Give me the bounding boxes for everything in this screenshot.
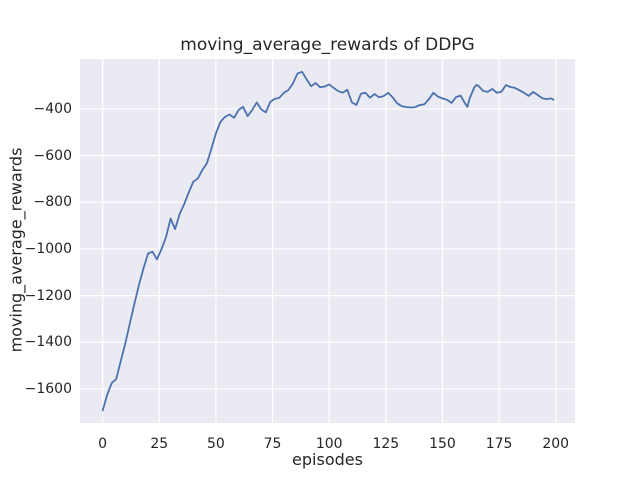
chart-title: moving_average_rewards of DDPG: [180, 35, 475, 55]
x-tick-label: 150: [429, 436, 456, 452]
y-tick-label: −1400: [24, 334, 72, 351]
reward-line: [101, 70, 555, 412]
x-tick-label: 25: [150, 436, 169, 452]
x-tick-label: 100: [315, 436, 343, 452]
y-tick-label: −800: [33, 194, 72, 211]
x-tick-label: 175: [485, 436, 513, 452]
x-tick-label: 75: [263, 436, 282, 452]
plot-canvas: [80, 59, 575, 423]
x-tick-label: 50: [207, 436, 225, 452]
x-tick-label: 0: [98, 436, 108, 452]
y-tick-label: −1600: [24, 380, 72, 397]
y-tick-label: −600: [33, 147, 72, 164]
x-tick-label: 200: [542, 436, 570, 452]
x-axis-label: episodes: [292, 450, 363, 469]
x-tick-label: 125: [372, 436, 400, 452]
y-tick-label: −1200: [24, 287, 72, 304]
plot-area: [80, 59, 575, 423]
y-tick-label: −400: [33, 100, 72, 117]
y-tick-label: −1000: [24, 240, 72, 257]
